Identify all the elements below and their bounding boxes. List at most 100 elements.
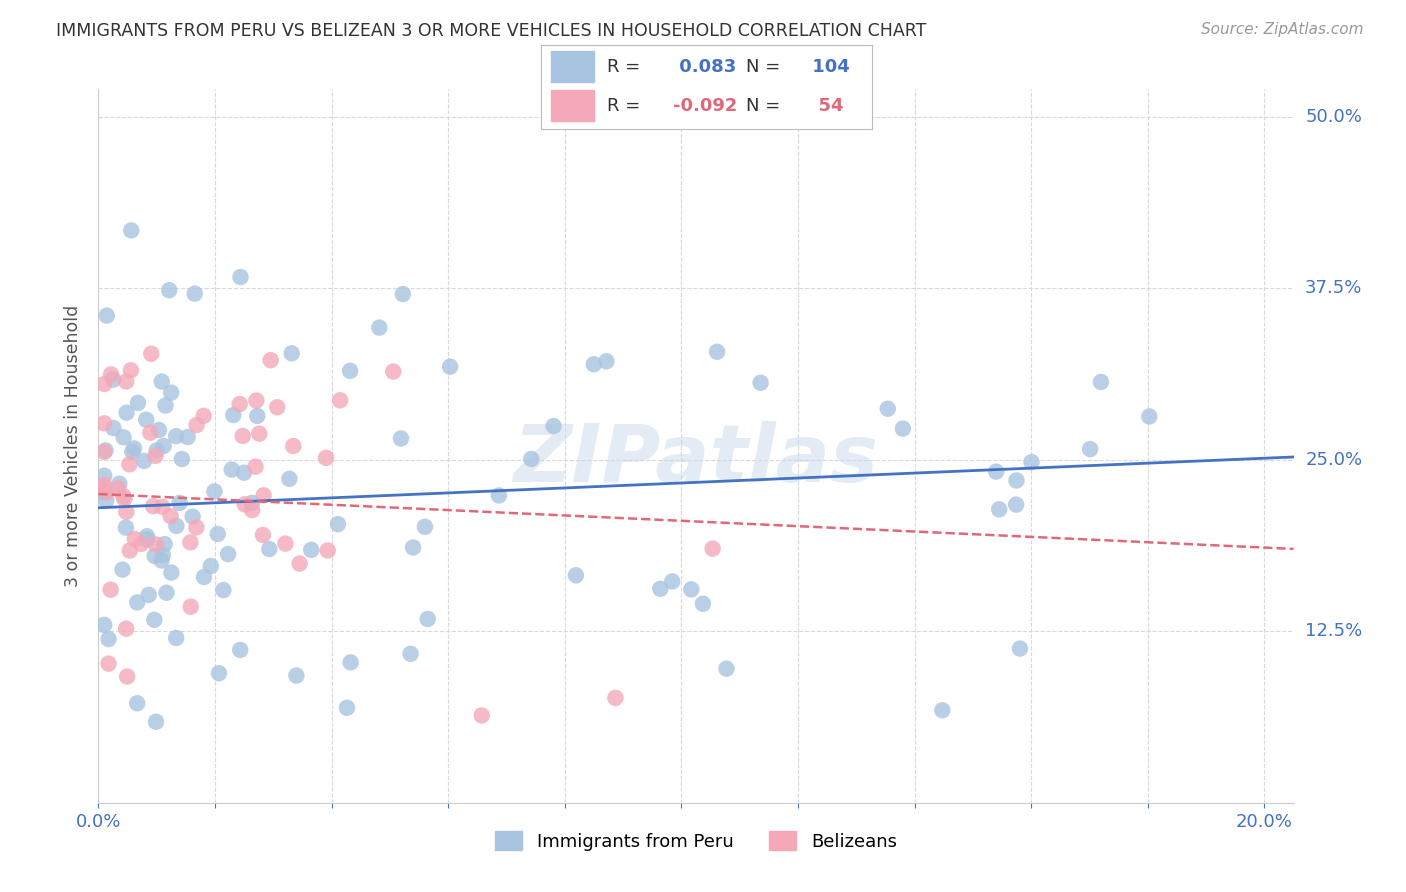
Point [112, 491, 135, 506]
Point [142, 500, 165, 514]
Text: 54: 54 [806, 96, 844, 114]
Point [127, 696, 149, 710]
Point [193, 409, 215, 423]
Point [138, 588, 160, 602]
Point [339, 656, 361, 670]
Point [891, 422, 914, 436]
Point [100, 368, 122, 382]
Point [108, 476, 131, 491]
Point [280, 346, 302, 360]
Text: R =: R = [607, 58, 641, 76]
Point [124, 532, 146, 546]
Point [143, 549, 166, 563]
Point [183, 286, 205, 301]
Point [252, 528, 274, 542]
Point [176, 430, 198, 444]
Point [111, 563, 134, 577]
Point [706, 344, 728, 359]
Point [543, 419, 565, 434]
Point [259, 542, 281, 557]
Point [150, 553, 173, 567]
Point [692, 597, 714, 611]
Point [931, 703, 953, 717]
Point [107, 481, 129, 495]
Point [339, 364, 361, 378]
Point [97, 657, 120, 671]
Point [93, 445, 115, 459]
Text: R =: R = [607, 96, 641, 114]
Text: 25.0%: 25.0% [1305, 450, 1362, 468]
Point [520, 452, 543, 467]
Point [186, 520, 208, 534]
Point [212, 583, 235, 598]
Point [233, 497, 256, 511]
Point [122, 442, 145, 456]
Point [136, 533, 159, 547]
Point [186, 417, 208, 432]
Point [1021, 455, 1043, 469]
Point [180, 599, 202, 614]
Point [145, 537, 167, 551]
Point [1137, 409, 1160, 424]
Point [118, 458, 141, 472]
Point [127, 396, 149, 410]
Point [439, 359, 461, 374]
Point [150, 500, 173, 514]
Point [222, 408, 245, 422]
Point [399, 647, 422, 661]
Text: 37.5%: 37.5% [1305, 279, 1362, 297]
Point [749, 376, 772, 390]
Point [1090, 375, 1112, 389]
Point [93, 377, 115, 392]
Point [169, 496, 191, 510]
Text: 0.083: 0.083 [673, 58, 737, 76]
Point [266, 401, 288, 415]
Point [118, 543, 141, 558]
Point [103, 421, 125, 435]
Point [288, 557, 311, 571]
Point [204, 484, 226, 499]
Point [136, 529, 159, 543]
Point [582, 357, 605, 371]
Point [148, 423, 170, 437]
Point [1078, 442, 1101, 456]
Point [132, 454, 155, 468]
Point [245, 393, 267, 408]
Point [193, 570, 215, 584]
Point [233, 466, 256, 480]
Point [170, 452, 193, 467]
Point [402, 541, 425, 555]
Text: 104: 104 [806, 58, 849, 76]
Point [159, 509, 181, 524]
Point [217, 547, 239, 561]
Text: 50.0%: 50.0% [1305, 108, 1362, 126]
Point [329, 393, 352, 408]
Point [702, 541, 724, 556]
Point [595, 354, 617, 368]
Point [716, 662, 738, 676]
Point [382, 364, 405, 378]
Point [681, 582, 703, 597]
Point [247, 426, 270, 441]
Point [207, 527, 229, 541]
Point [115, 669, 138, 683]
Point [96, 493, 118, 508]
Point [96, 309, 118, 323]
Point [605, 690, 627, 705]
Text: IMMIGRANTS FROM PERU VS BELIZEAN 3 OR MORE VEHICLES IN HOUSEHOLD CORRELATION CHA: IMMIGRANTS FROM PERU VS BELIZEAN 3 OR MO… [56, 22, 927, 40]
Point [101, 373, 124, 387]
Point [115, 406, 138, 420]
Point [150, 375, 173, 389]
Point [141, 347, 163, 361]
Point [112, 489, 135, 503]
Point [413, 520, 436, 534]
Point [208, 666, 231, 681]
Point [368, 320, 391, 334]
Point [228, 397, 250, 411]
Point [984, 465, 1007, 479]
Point [336, 700, 359, 714]
Point [127, 595, 149, 609]
Point [129, 537, 152, 551]
Bar [551, 90, 595, 120]
Point [240, 496, 263, 510]
